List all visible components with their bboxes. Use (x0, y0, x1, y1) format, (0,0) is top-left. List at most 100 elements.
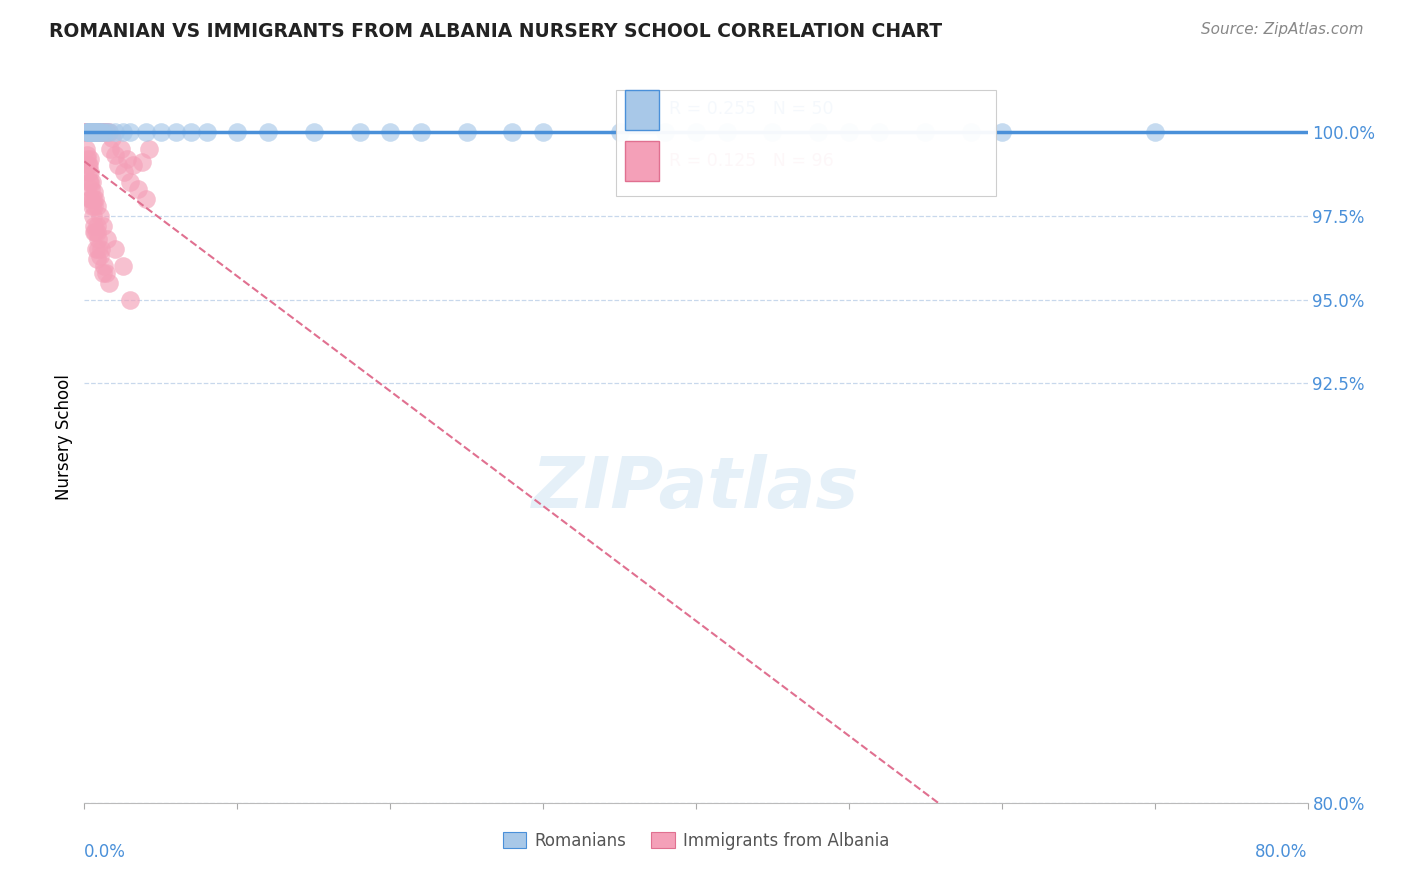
Point (83, 219, 105, 233)
Point (77, 175, 100, 189)
Point (82, 125, 104, 139)
Point (135, 192, 157, 206)
Point (138, 142, 160, 156)
Point (94, 125, 117, 139)
Point (991, 125, 1014, 139)
Point (75, 125, 97, 139)
Point (84, 125, 107, 139)
Point (77, 125, 100, 139)
Point (82, 125, 104, 139)
Point (120, 175, 142, 189)
Point (93, 259, 115, 273)
Point (84, 242, 107, 256)
Point (84, 125, 107, 139)
Point (83, 125, 105, 139)
Point (94, 266, 117, 280)
Point (115, 152, 138, 166)
Point (89, 249, 111, 263)
Point (79, 192, 101, 206)
Point (761, 125, 783, 139)
Point (86, 125, 108, 139)
Text: R = 0.125   N = 96: R = 0.125 N = 96 (669, 152, 834, 169)
Point (609, 125, 631, 139)
Point (226, 125, 249, 139)
Point (84, 125, 107, 139)
Point (86, 125, 108, 139)
Text: 0.0%: 0.0% (84, 843, 127, 861)
Point (104, 148, 127, 162)
Point (914, 125, 936, 139)
Point (104, 125, 127, 139)
Point (80, 125, 103, 139)
Point (349, 125, 371, 139)
Point (195, 125, 218, 139)
Point (75, 142, 97, 156)
Point (80, 192, 103, 206)
Point (83, 226, 105, 240)
Point (97, 276, 120, 290)
Point (87, 125, 110, 139)
Point (531, 125, 554, 139)
Point (80, 175, 103, 189)
Point (91, 219, 114, 233)
Point (87, 125, 110, 139)
Point (94, 125, 117, 139)
Text: R = 0.255   N = 50: R = 0.255 N = 50 (669, 101, 834, 119)
Point (82, 125, 104, 139)
Point (83, 125, 105, 139)
Point (82, 192, 104, 206)
Point (960, 125, 983, 139)
Point (83, 185, 105, 199)
Point (87, 232, 110, 246)
Point (77, 125, 100, 139)
Point (86, 198, 108, 212)
Point (89, 209, 111, 223)
FancyBboxPatch shape (626, 141, 659, 181)
Point (91, 266, 114, 280)
Point (716, 125, 738, 139)
Point (80, 198, 103, 212)
Point (86, 125, 108, 139)
Point (79, 125, 101, 139)
Point (91, 125, 114, 139)
Legend: Romanians, Immigrants from Albania: Romanians, Immigrants from Albania (496, 825, 896, 856)
Point (76, 125, 98, 139)
Point (77, 158, 100, 172)
Point (80, 182, 103, 196)
Point (76, 125, 98, 139)
Point (120, 293, 142, 307)
Point (76, 125, 98, 139)
Point (83, 125, 105, 139)
Point (83, 125, 105, 139)
Y-axis label: Nursery School: Nursery School (55, 374, 73, 500)
Point (86, 226, 108, 240)
FancyBboxPatch shape (616, 90, 995, 195)
Point (135, 125, 157, 139)
Point (91, 125, 114, 139)
Point (83, 125, 105, 139)
Point (502, 125, 524, 139)
Point (80, 125, 103, 139)
Point (107, 158, 129, 172)
FancyBboxPatch shape (626, 90, 659, 130)
Point (79, 175, 101, 189)
Point (112, 165, 135, 179)
Point (131, 155, 153, 169)
Point (104, 242, 127, 256)
Point (685, 125, 707, 139)
Point (86, 125, 108, 139)
Point (80, 125, 103, 139)
Point (93, 125, 115, 139)
Text: ZIPatlas: ZIPatlas (533, 454, 859, 523)
Point (90, 242, 112, 256)
Point (79, 125, 101, 139)
Point (149, 125, 172, 139)
Point (83, 198, 105, 212)
Point (79, 125, 101, 139)
Point (111, 125, 134, 139)
Point (77, 125, 100, 139)
Point (96, 232, 118, 246)
Point (86, 219, 108, 233)
Point (80, 125, 103, 139)
Point (93, 125, 115, 139)
